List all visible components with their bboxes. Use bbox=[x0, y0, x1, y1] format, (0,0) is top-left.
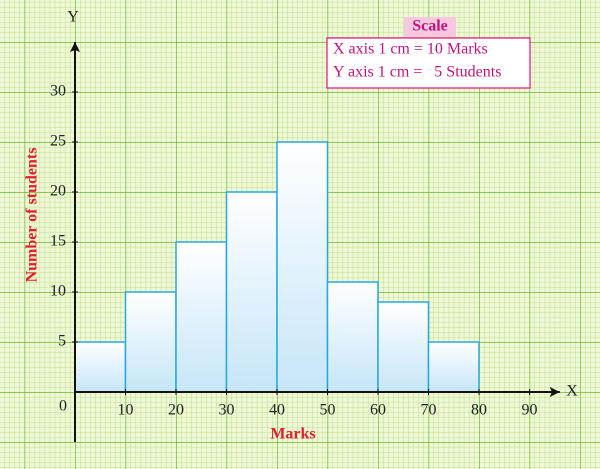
x-tick-label: 60 bbox=[370, 402, 386, 419]
y-tick-label: 5 bbox=[58, 333, 66, 350]
y-axis-arrow bbox=[70, 42, 80, 52]
y-tick-label: 20 bbox=[50, 183, 66, 200]
bar bbox=[124, 291, 177, 393]
y-tick-label: 25 bbox=[50, 133, 66, 150]
bar bbox=[326, 281, 379, 393]
scale-title: Scale bbox=[412, 18, 448, 35]
x-tick-label: 70 bbox=[421, 402, 437, 419]
y-axis-label: Number of students bbox=[24, 148, 41, 283]
x-tick-label: 40 bbox=[269, 402, 285, 419]
x-tick-label: 50 bbox=[320, 402, 336, 419]
x-axis-arrow bbox=[549, 387, 560, 397]
x-tick-label: 20 bbox=[168, 402, 184, 419]
x-tick-label: 0 bbox=[59, 398, 67, 415]
x-axis-label: Marks bbox=[270, 426, 315, 443]
bar bbox=[276, 141, 329, 393]
bar bbox=[225, 191, 278, 393]
x-tick-label: 80 bbox=[471, 402, 487, 419]
y-tick-label: 15 bbox=[50, 233, 66, 250]
scale-title-bg bbox=[404, 17, 456, 37]
bar bbox=[74, 341, 127, 393]
x-axis-name: X bbox=[566, 383, 578, 400]
y-tick-label: 10 bbox=[50, 283, 66, 300]
y-axis-name: Y bbox=[67, 9, 79, 26]
bar bbox=[427, 341, 480, 393]
y-tick-label: 30 bbox=[50, 83, 66, 100]
scale-line: Y axis 1 cm = 5 Students bbox=[333, 64, 501, 81]
scale-box bbox=[326, 37, 531, 89]
bar bbox=[175, 241, 228, 393]
x-tick-label: 10 bbox=[118, 402, 134, 419]
x-tick-label: 90 bbox=[522, 402, 538, 419]
x-tick-label: 30 bbox=[219, 402, 235, 419]
scale-line: X axis 1 cm = 10 Marks bbox=[333, 41, 488, 58]
bar bbox=[377, 301, 430, 393]
